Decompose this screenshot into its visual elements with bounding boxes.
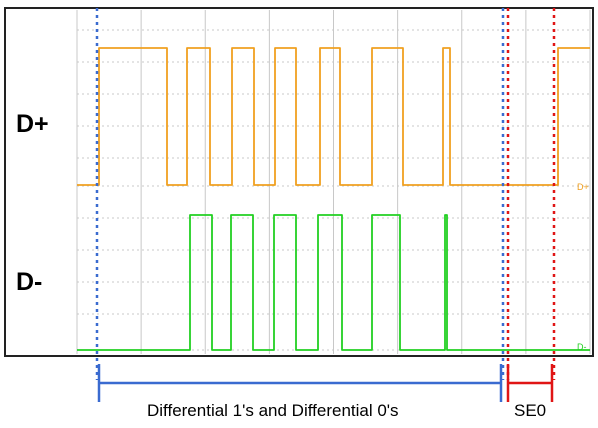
differential-caption: Differential 1's and Differential 0's [147, 401, 399, 420]
d-minus-waveform [77, 214, 590, 351]
se0-caption: SE0 [514, 401, 547, 420]
d-plus-waveform [77, 47, 590, 186]
d-minus-trace-marker: D- [577, 342, 587, 352]
se0-span-bracket [506, 364, 554, 402]
differential-span-bracket [97, 364, 503, 402]
d-plus-label: D+ [16, 110, 49, 138]
scope-screen [4, 7, 594, 357]
d-plus-trace-marker: D+ [577, 182, 589, 192]
scope-grid [76, 10, 591, 354]
d-minus-label: D- [16, 268, 43, 296]
